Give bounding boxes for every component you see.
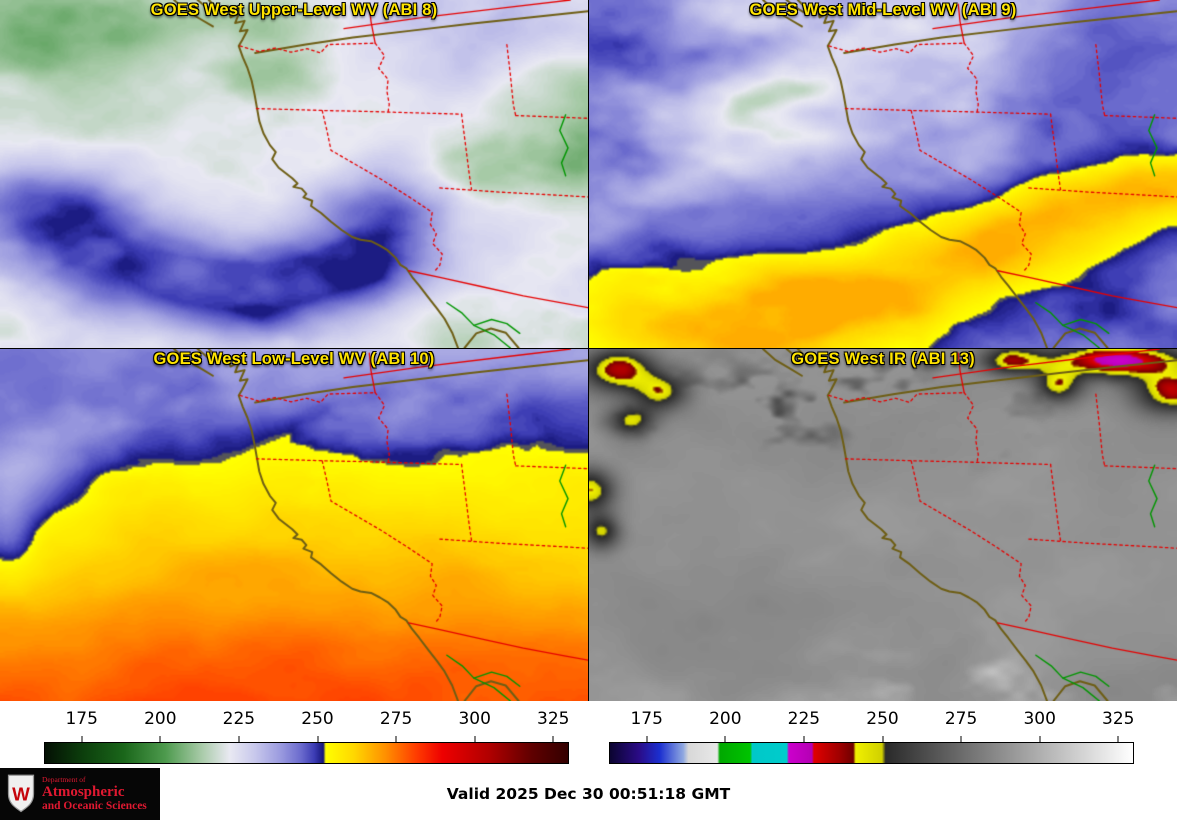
colorbar-tick-label: 200 bbox=[709, 709, 742, 729]
satellite-imagery-abi9 bbox=[589, 0, 1177, 348]
colorbar-tick-mark bbox=[1039, 736, 1041, 742]
colorbar-tick-mark bbox=[474, 736, 476, 742]
colorbar-tick-label: 275 bbox=[944, 709, 978, 729]
panel-title-abi8: GOES West Upper-Level WV (ABI 8) bbox=[150, 1, 438, 19]
ir-colorbar: 175 200 225 250 275 300 325 bbox=[609, 701, 1135, 767]
panel-ir: GOES West IR (ABI 13) bbox=[589, 349, 1177, 701]
colorbar-tick-mark bbox=[81, 736, 83, 742]
colorbar-tick-label: 275 bbox=[379, 709, 413, 729]
panel-low-level-wv: GOES West Low-Level WV (ABI 10) bbox=[0, 349, 588, 701]
colorbar-tick-label: 225 bbox=[222, 709, 256, 729]
uw-aos-logo: W Department of Atmospheric and Oceanic … bbox=[0, 768, 160, 820]
colorbar-tick-mark bbox=[724, 736, 726, 742]
colorbar-tick-mark bbox=[960, 736, 962, 742]
colorbar-tick-mark bbox=[803, 736, 805, 742]
footer-row: W Department of Atmospheric and Oceanic … bbox=[0, 767, 1177, 820]
logo-line-atmospheric: Atmospheric bbox=[42, 783, 125, 800]
colorbar-row: 175 200 225 250 275 300 325 175 200 225 250 275 300… bbox=[0, 701, 1177, 767]
panel-mid-level-wv: GOES West Mid-Level WV (ABI 9) bbox=[589, 0, 1177, 348]
colorbar-tick-mark bbox=[159, 736, 161, 742]
colorbar-tick-label: 325 bbox=[537, 709, 570, 729]
colorbar-tick-label: 250 bbox=[301, 709, 334, 729]
colorbar-tick-label: 250 bbox=[866, 709, 899, 729]
colorbar-tick-mark bbox=[1117, 736, 1119, 742]
colorbar-tick-label: 225 bbox=[787, 709, 821, 729]
satellite-imagery-abi8 bbox=[0, 0, 588, 348]
logo-text: Department of Atmospheric and Oceanic Sc… bbox=[42, 774, 147, 813]
colorbar-tick-label: 200 bbox=[144, 709, 177, 729]
colorbar-tick-label: 175 bbox=[630, 709, 663, 729]
colorbar-tick-label: 175 bbox=[65, 709, 98, 729]
wv-colorbar-gradient bbox=[44, 742, 569, 764]
colorbar-tick-mark bbox=[317, 736, 318, 742]
colorbar-tick-label: 300 bbox=[458, 709, 491, 729]
colorbar-tick-mark bbox=[882, 736, 883, 742]
logo-line-oceanic: and Oceanic Sciences bbox=[42, 799, 147, 812]
ir-colorbar-gradient bbox=[609, 742, 1134, 764]
colorbar-tick-mark bbox=[646, 736, 648, 742]
logo-dept-line: Department of bbox=[42, 774, 86, 784]
valid-timestamp: Valid 2025 Dec 30 00:51:18 GMT bbox=[446, 785, 731, 803]
satellite-imagery-abi13 bbox=[589, 349, 1177, 701]
colorbar-tick-mark bbox=[395, 736, 397, 742]
panel-upper-level-wv: GOES West Upper-Level WV (ABI 8) bbox=[0, 0, 588, 348]
colorbar-tick-mark bbox=[238, 736, 240, 742]
uw-crest-icon: W bbox=[7, 774, 35, 813]
panel-title-abi9: GOES West Mid-Level WV (ABI 9) bbox=[749, 1, 1017, 19]
satellite-imagery-abi10 bbox=[0, 349, 588, 701]
colorbar-tick-label: 300 bbox=[1023, 709, 1056, 729]
satellite-quad-grid: GOES West Upper-Level WV (ABI 8) GOES We… bbox=[0, 0, 1177, 701]
panel-title-abi13: GOES West IR (ABI 13) bbox=[791, 350, 975, 368]
wv-colorbar: 175 200 225 250 275 300 325 bbox=[44, 701, 570, 767]
colorbar-tick-label: 325 bbox=[1102, 709, 1135, 729]
crest-letter: W bbox=[12, 783, 30, 804]
panel-title-abi10: GOES West Low-Level WV (ABI 10) bbox=[153, 350, 435, 368]
colorbar-tick-mark bbox=[552, 736, 554, 742]
